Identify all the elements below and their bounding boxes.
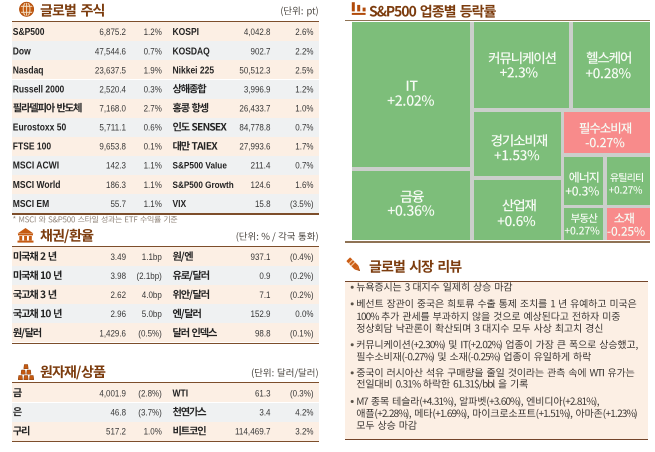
svg-text:0.7%: 0.7% <box>295 161 314 172</box>
svg-text:7,168.0: 7,168.0 <box>99 104 126 115</box>
svg-text:211.4: 211.4 <box>251 161 271 172</box>
svg-text:MSCI ACWI: MSCI ACWI <box>13 161 59 172</box>
svg-text:186.3: 186.3 <box>106 180 126 191</box>
svg-text:47,544.6: 47,544.6 <box>95 46 126 57</box>
svg-text:3.49: 3.49 <box>111 252 127 263</box>
svg-text:(0.3%): (0.3%) <box>290 388 314 399</box>
svg-text:2.96: 2.96 <box>111 309 127 320</box>
svg-text:0.7%: 0.7% <box>295 123 314 134</box>
svg-text:9,653.8: 9,653.8 <box>99 142 126 153</box>
svg-text:1.6%: 1.6% <box>295 180 314 191</box>
svg-text:0.7%: 0.7% <box>144 46 163 57</box>
svg-text:23,637.5: 23,637.5 <box>95 65 126 76</box>
svg-text:3.98: 3.98 <box>111 271 127 282</box>
svg-text:937.1: 937.1 <box>251 252 271 263</box>
svg-text:3,996.9: 3,996.9 <box>244 84 271 95</box>
svg-text:(2.1bp): (2.1bp) <box>137 271 162 282</box>
svg-text:MSCI EM: MSCI EM <box>13 199 49 210</box>
svg-text:1.2%: 1.2% <box>295 84 314 95</box>
svg-text:KOSPI: KOSPI <box>173 27 200 38</box>
svg-text:1.1%: 1.1% <box>144 161 163 172</box>
svg-text:124.6: 124.6 <box>251 180 271 191</box>
svg-text:4,001.9: 4,001.9 <box>99 388 126 399</box>
svg-text:2.7%: 2.7% <box>144 104 163 115</box>
svg-text:(0.2%): (0.2%) <box>290 290 314 301</box>
svg-text:2.2%: 2.2% <box>295 46 314 57</box>
svg-text:0.1%: 0.1% <box>144 142 163 153</box>
svg-text:152.9: 152.9 <box>251 309 271 320</box>
svg-text:(3.5%): (3.5%) <box>290 199 314 210</box>
svg-text:VIX: VIX <box>173 199 187 210</box>
svg-text:3.2%: 3.2% <box>295 427 314 438</box>
svg-text:1.1bp: 1.1bp <box>142 252 162 263</box>
svg-text:(0.5%): (0.5%) <box>138 328 162 339</box>
svg-text:26,433.7: 26,433.7 <box>239 104 270 115</box>
svg-text:3.4: 3.4 <box>259 407 270 418</box>
svg-text:15.8: 15.8 <box>255 199 271 210</box>
svg-text:4.0bp: 4.0bp <box>142 290 162 301</box>
svg-text:KOSDAQ: KOSDAQ <box>173 46 210 57</box>
svg-text:Eurostoxx 50: Eurostoxx 50 <box>13 123 67 134</box>
svg-text:902.7: 902.7 <box>251 46 271 57</box>
svg-text:1.7%: 1.7% <box>295 142 314 153</box>
svg-text:(0.2%): (0.2%) <box>290 271 314 282</box>
svg-text:55.7: 55.7 <box>111 199 127 210</box>
svg-text:1.9%: 1.9% <box>144 65 163 76</box>
svg-text:0.0%: 0.0% <box>295 309 314 320</box>
svg-text:0.9: 0.9 <box>259 271 270 282</box>
svg-text:61.3: 61.3 <box>255 388 271 399</box>
svg-text:(0.4%): (0.4%) <box>290 252 314 263</box>
svg-text:(3.7%): (3.7%) <box>138 407 162 418</box>
svg-text:WTI: WTI <box>173 388 189 399</box>
svg-text:5,711.1: 5,711.1 <box>99 123 126 134</box>
svg-text:S&P500 Growth: S&P500 Growth <box>173 180 234 191</box>
svg-text:6,875.2: 6,875.2 <box>99 27 126 38</box>
svg-text:2,520.4: 2,520.4 <box>99 84 126 95</box>
svg-text:1,429.6: 1,429.6 <box>99 328 126 339</box>
svg-text:98.8: 98.8 <box>255 328 271 339</box>
svg-text:S&P500 Value: S&P500 Value <box>173 161 227 172</box>
svg-text:4.2%: 4.2% <box>295 407 314 418</box>
svg-text:Dow: Dow <box>13 46 31 57</box>
svg-text:1.0%: 1.0% <box>295 104 314 115</box>
svg-text:Russell 2000: Russell 2000 <box>13 84 65 95</box>
svg-text:2.5%: 2.5% <box>295 65 314 76</box>
svg-text:84,778.8: 84,778.8 <box>239 123 270 134</box>
svg-text:1.2%: 1.2% <box>144 27 163 38</box>
svg-text:2.62: 2.62 <box>111 290 127 301</box>
svg-text:5.0bp: 5.0bp <box>142 309 162 320</box>
svg-text:(0.1%): (0.1%) <box>290 328 314 339</box>
svg-text:1.1%: 1.1% <box>144 199 163 210</box>
svg-text:Nasdaq: Nasdaq <box>13 65 44 76</box>
svg-text:114,469.7: 114,469.7 <box>235 427 271 438</box>
svg-text:(2.8%): (2.8%) <box>138 388 162 399</box>
svg-text:517.2: 517.2 <box>106 427 126 438</box>
svg-text:27,993.6: 27,993.6 <box>239 142 270 153</box>
svg-text:0.6%: 0.6% <box>144 123 163 134</box>
svg-text:7.1: 7.1 <box>259 290 270 301</box>
svg-text:142.3: 142.3 <box>106 161 126 172</box>
svg-text:4,042.8: 4,042.8 <box>244 27 271 38</box>
svg-text:1.1%: 1.1% <box>144 180 163 191</box>
svg-text:FTSE 100: FTSE 100 <box>13 142 52 153</box>
svg-text:S&P500: S&P500 <box>13 27 45 38</box>
svg-text:50,512.3: 50,512.3 <box>239 65 270 76</box>
svg-text:1.0%: 1.0% <box>144 427 163 438</box>
svg-text:Nikkei 225: Nikkei 225 <box>173 65 215 76</box>
svg-text:46.8: 46.8 <box>111 407 127 418</box>
svg-text:MSCI World: MSCI World <box>13 180 61 191</box>
svg-text:2.6%: 2.6% <box>295 27 314 38</box>
svg-text:0.3%: 0.3% <box>144 84 163 95</box>
